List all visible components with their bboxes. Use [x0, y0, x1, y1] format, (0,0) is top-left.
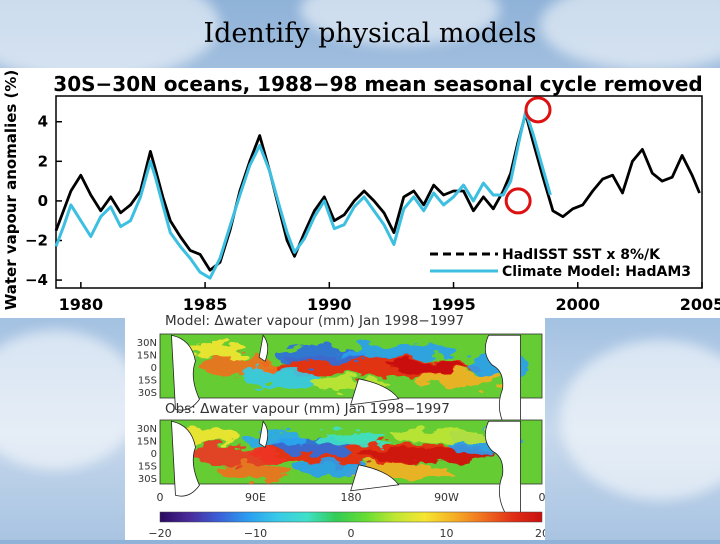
map-x-tick-label: 180 — [341, 491, 362, 504]
map-y-tick-label: 15N — [137, 351, 157, 362]
timeseries-chart: 30S−30N oceans, 1988−98 mean seasonal cy… — [2, 70, 720, 314]
colorbar-tick-label: −10 — [244, 527, 267, 540]
obs-map — [159, 419, 543, 516]
model-map-title: Model: Δwater vapour (mm) Jan 1998−1997 — [165, 313, 464, 329]
colorbar-tick-label: −20 — [148, 527, 171, 540]
slide-title: Identify physical models — [203, 18, 537, 49]
series-line-hadam3 — [54, 110, 552, 280]
colorbar-tick-label: 0 — [348, 527, 355, 540]
legend-label-hadisst: HadISST SST x 8%/K — [502, 247, 661, 263]
map-y-tick-label: 30S — [138, 474, 157, 485]
y-tick-label: 0 — [38, 192, 48, 210]
continent-outlines — [171, 420, 521, 516]
maps-panel: Model: Δwater vapour (mm) Jan 1998−1997 … — [125, 312, 549, 540]
map-x-tick-label: 90W — [434, 491, 459, 504]
y-tick-label: 4 — [38, 113, 48, 131]
map-y-tick-label: 15N — [137, 437, 157, 448]
y-tick-label: 2 — [38, 152, 48, 170]
x-tick-label: 1985 — [183, 295, 228, 314]
highlight-circle — [504, 187, 532, 215]
continent-outlines — [171, 334, 521, 430]
map-x-tick-label: 90E — [245, 491, 266, 504]
plot-frame — [55, 95, 703, 289]
map-y-tick-label: 15S — [138, 376, 157, 387]
map-y-tick-label: 0 — [151, 363, 157, 374]
map-y-tick-label: 0 — [151, 449, 157, 460]
water-vapour-maps: Model: Δwater vapour (mm) Jan 1998−1997 … — [137, 313, 549, 540]
map-x-tick-label: 0 — [539, 491, 546, 504]
y-tick-label: −2 — [25, 231, 48, 249]
x-tick-label: 1990 — [307, 295, 352, 314]
map-y-tick-label: 30N — [137, 424, 157, 435]
model-map — [159, 333, 543, 430]
highlight-circle — [524, 96, 552, 124]
colorbar-tick-label: 10 — [440, 527, 454, 540]
legend-label-hadam3: Climate Model: HadAM3 — [502, 264, 691, 280]
series-line-hadisst — [54, 112, 701, 272]
x-tick-label: 2005 — [680, 295, 720, 314]
chart-title: 30S−30N oceans, 1988−98 mean seasonal cy… — [53, 72, 702, 96]
colorbar — [159, 511, 543, 523]
x-tick-label: 2000 — [556, 295, 601, 314]
timeseries-panel: 30S−30N oceans, 1988−98 mean seasonal cy… — [0, 68, 720, 318]
x-tick-label: 1995 — [431, 295, 476, 314]
map-x-tick-label: 0 — [157, 491, 164, 504]
x-tick-label: 1980 — [59, 295, 104, 314]
y-tick-label: −4 — [25, 271, 48, 289]
anomaly-field — [171, 427, 523, 480]
obs-map-title: Obs: Δwater vapour (mm) Jan 1998−1997 — [165, 401, 450, 417]
map-y-tick-label: 15S — [138, 462, 157, 473]
y-axis-label: Water vapour anomalies (%) — [2, 70, 20, 311]
colorbar-tick-label: 20 — [535, 527, 545, 540]
map-y-tick-label: 30N — [137, 338, 157, 349]
map-y-tick-label: 30S — [138, 388, 157, 399]
